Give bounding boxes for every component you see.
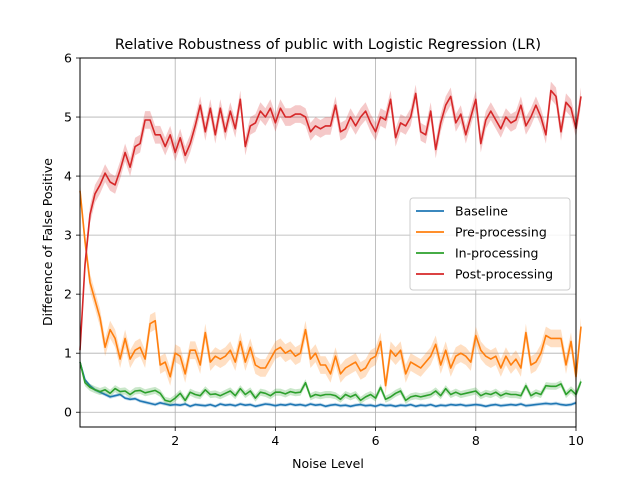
x-tick-label: 8 bbox=[472, 433, 480, 448]
x-tick-label: 10 bbox=[568, 433, 584, 448]
legend-label-2: In-processing bbox=[455, 246, 538, 261]
y-tick-label: 0 bbox=[64, 405, 72, 420]
series-line-2 bbox=[79, 361, 582, 403]
legend: Baseline Pre-processing In-processing Post-… bbox=[409, 197, 571, 291]
series-line-0 bbox=[79, 361, 577, 408]
y-tick-label: 4 bbox=[64, 169, 72, 184]
legend-box bbox=[409, 197, 571, 291]
y-tick-label: 2 bbox=[64, 287, 72, 302]
y-axis-label: Difference of False Positive bbox=[40, 158, 55, 326]
plot-frame bbox=[79, 57, 577, 428]
x-axis-label: Noise Level bbox=[292, 456, 364, 471]
plot-layer bbox=[79, 81, 582, 409]
legend-label-3: Post-processing bbox=[455, 267, 553, 282]
legend-label-1: Pre-processing bbox=[455, 225, 547, 240]
series-line-1 bbox=[79, 190, 582, 387]
y-tick-label: 5 bbox=[64, 110, 72, 125]
series-band-1 bbox=[80, 182, 581, 395]
y-tick-label: 3 bbox=[64, 228, 72, 243]
legend-label-0: Baseline bbox=[455, 204, 508, 219]
series-band-3 bbox=[80, 81, 581, 360]
x-tick-label: 6 bbox=[372, 433, 380, 448]
y-tick-label: 6 bbox=[64, 51, 72, 66]
series-band-2 bbox=[80, 358, 581, 406]
x-tick-label: 2 bbox=[171, 433, 179, 448]
chart-title: Relative Robustness of public with Logis… bbox=[115, 37, 541, 53]
y-tick-label: 1 bbox=[64, 346, 72, 361]
series-line-3 bbox=[79, 89, 582, 351]
tick-layer: 2 4 6 8 10 0 1 2 3 4 5 6 bbox=[64, 51, 584, 449]
x-tick-label: 4 bbox=[271, 433, 279, 448]
